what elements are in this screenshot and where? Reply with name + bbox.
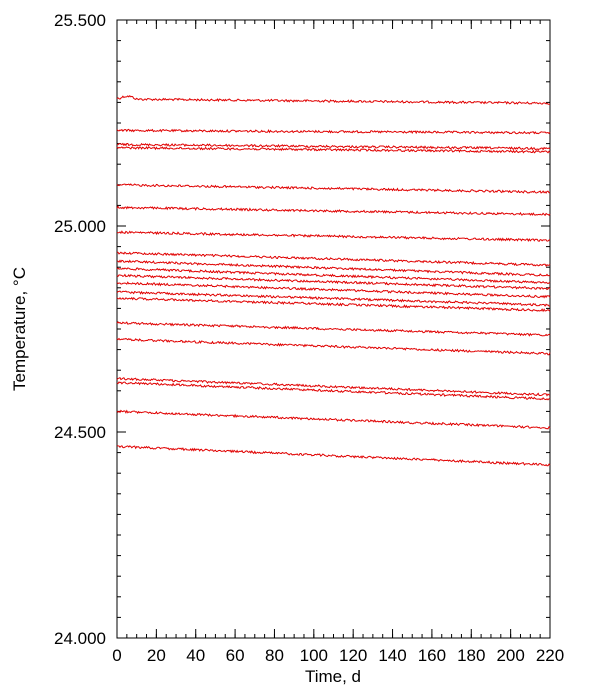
temperature-series-line — [116, 267, 551, 285]
y-tick-label: 24.500 — [54, 423, 106, 442]
y-axis-title: Temperature, °C — [10, 267, 29, 391]
x-tick-labels: 0 20 40 60 80 100 120 140 160 180 200 220 — [112, 646, 564, 665]
x-tick-label: 0 — [112, 646, 121, 665]
temperature-series-line — [116, 142, 551, 151]
x-axis-title: Time, d — [305, 667, 361, 686]
temperature-series-line — [116, 281, 551, 299]
temperature-series-line — [116, 94, 550, 105]
major-ticks — [116, 19, 551, 639]
temperature-series-line — [116, 273, 551, 291]
x-tick-label: 20 — [147, 646, 166, 665]
temperature-series-line — [116, 205, 551, 217]
temperature-series-line — [116, 251, 551, 267]
temperature-series-line — [116, 381, 551, 401]
temperature-series-line — [116, 377, 551, 397]
temperature-series-line — [116, 128, 551, 135]
x-tick-label: 80 — [265, 646, 284, 665]
temperature-series-line — [116, 146, 551, 154]
temperature-series-line — [116, 230, 551, 242]
temperature-series-line — [116, 259, 551, 277]
temperature-series-line — [116, 296, 551, 313]
x-tick-label: 180 — [457, 646, 485, 665]
x-tick-label: 60 — [226, 646, 245, 665]
y-tick-label: 25.000 — [54, 217, 106, 236]
temperature-series-line — [116, 337, 551, 356]
x-tick-label: 220 — [536, 646, 564, 665]
temperature-series-line — [116, 290, 550, 307]
y-tick-labels: 24.000 24.500 25.000 25.500 — [54, 11, 106, 648]
x-tick-label: 40 — [186, 646, 205, 665]
x-tick-label: 100 — [300, 646, 328, 665]
x-tick-label: 160 — [418, 646, 446, 665]
temperature-series-line — [116, 183, 551, 194]
y-tick-label: 25.500 — [54, 11, 106, 30]
y-tick-label: 24.000 — [54, 629, 106, 648]
x-tick-label: 120 — [339, 646, 367, 665]
x-tick-label: 140 — [378, 646, 406, 665]
temperature-series-line — [116, 409, 551, 430]
x-tick-label: 200 — [496, 646, 524, 665]
temperature-series-line — [116, 445, 551, 467]
series-group — [116, 94, 551, 467]
temperature-series-line — [116, 321, 551, 337]
